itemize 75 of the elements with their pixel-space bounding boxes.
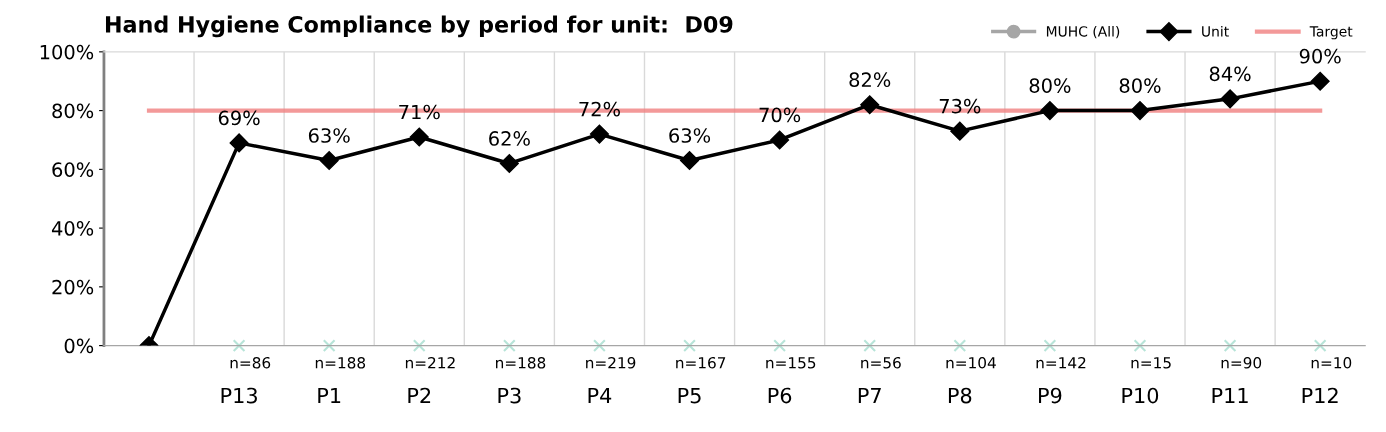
annotation: n=167 <box>676 356 726 369</box>
point <box>773 339 787 353</box>
point <box>683 339 696 353</box>
x-tick-label: P1 <box>318 387 341 404</box>
legend-label: MUHC (All) <box>1046 25 1120 39</box>
point <box>593 339 606 353</box>
data-label: 80% <box>1029 78 1071 93</box>
data-label: 63% <box>308 128 350 143</box>
legend-label: Target <box>1309 26 1353 40</box>
point <box>1040 101 1060 121</box>
x-tick-label: P4 <box>588 387 612 404</box>
point <box>860 95 880 115</box>
annotation: n=212 <box>405 356 455 369</box>
data-label: 70% <box>759 107 801 123</box>
point <box>1043 339 1057 353</box>
annotation: n=86 <box>230 356 271 369</box>
data-label: 71% <box>399 104 440 120</box>
x-tick-label: P11 <box>1212 387 1248 404</box>
annotation: n=155 <box>766 357 816 369</box>
point <box>953 339 967 353</box>
data-label: 84% <box>1209 66 1251 82</box>
y-tick-label: 60% <box>52 162 94 178</box>
data-label: 80% <box>1119 78 1161 93</box>
point <box>409 127 429 147</box>
data-label: 69% <box>218 110 260 126</box>
legend-label: Unit <box>1202 25 1229 37</box>
annotation: n=104 <box>946 356 996 369</box>
point <box>412 339 426 353</box>
data-label: 62% <box>489 131 530 146</box>
x-tick-label: P10 <box>1122 387 1159 404</box>
point <box>680 150 700 171</box>
annotation: n=56 <box>861 356 901 369</box>
x-tick-label: P3 <box>498 387 521 404</box>
point <box>322 339 336 353</box>
data-label: 73% <box>939 98 981 114</box>
point <box>499 153 519 174</box>
point <box>950 121 970 141</box>
x-tick-label: P12 <box>1302 387 1338 404</box>
annotation: n=15 <box>1131 357 1171 369</box>
point <box>770 130 790 150</box>
point <box>1220 89 1240 109</box>
point <box>1313 339 1327 353</box>
x-tick-label: P8 <box>948 387 972 404</box>
y-tick-label: 80% <box>52 103 94 119</box>
annotation: n=188 <box>496 356 546 369</box>
x-tick-label: P9 <box>1039 387 1062 404</box>
data-label: 90% <box>1299 48 1341 64</box>
chart-title: Hand Hygiene Compliance by period for unit: D09 <box>105 15 733 38</box>
annotation: n=90 <box>1221 356 1262 369</box>
data-label: 63% <box>669 128 711 143</box>
annotation: n=188 <box>315 356 366 369</box>
annotation: n=219 <box>586 356 636 369</box>
x-tick-label: P5 <box>678 387 701 404</box>
y-tick-label: 40% <box>51 221 94 236</box>
point <box>229 133 249 153</box>
x-tick-label: P7 <box>858 387 881 404</box>
point <box>1133 339 1147 353</box>
data-label: 82% <box>849 72 891 88</box>
point <box>232 339 246 353</box>
y-tick-label: 20% <box>52 279 94 295</box>
x-tick-label: P2 <box>408 387 431 404</box>
y-tick-label: 0% <box>64 338 94 354</box>
annotation: n=142 <box>1036 356 1086 369</box>
x-tick-label: P13 <box>221 387 257 404</box>
point <box>589 124 609 144</box>
point <box>1310 71 1330 91</box>
y-tick-label: 100% <box>40 44 94 60</box>
point <box>863 339 877 353</box>
data-label: 72% <box>579 101 620 117</box>
point <box>1223 339 1237 353</box>
annotation: n=10 <box>1311 356 1352 369</box>
point <box>1130 101 1150 121</box>
point <box>502 339 516 353</box>
x-tick-label: P6 <box>768 387 792 404</box>
point <box>319 150 339 171</box>
